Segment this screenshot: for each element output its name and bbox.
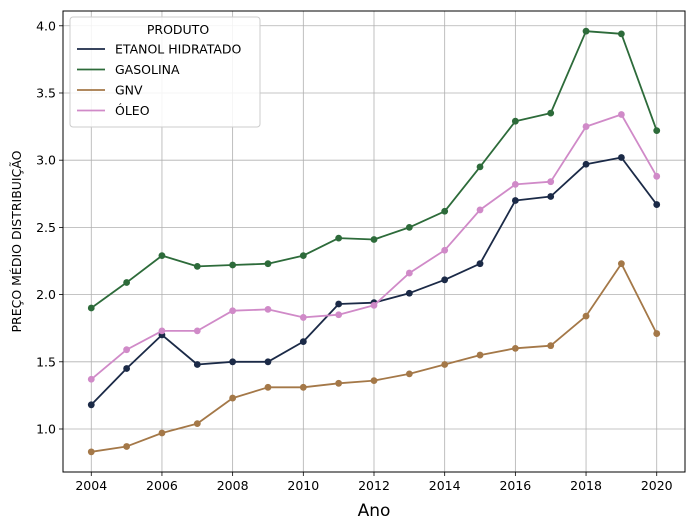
data-point — [87, 304, 95, 312]
x-tick-label: 2014 — [429, 478, 461, 493]
data-point — [335, 300, 343, 308]
data-point — [582, 27, 590, 35]
data-point — [299, 338, 307, 346]
data-point — [582, 123, 590, 130]
data-point — [158, 429, 166, 437]
legend-label: ETANOL HIDRATADO — [115, 42, 242, 57]
data-point — [405, 269, 413, 277]
series-lines — [87, 27, 661, 456]
data-point — [264, 383, 272, 391]
data-point — [158, 252, 166, 260]
legend-label: ÓLEO — [115, 103, 150, 118]
data-point — [335, 234, 343, 242]
data-point — [476, 260, 484, 268]
data-point — [547, 342, 555, 350]
y-tick-label: 4.0 — [36, 18, 56, 33]
data-point — [441, 246, 449, 254]
data-point — [264, 260, 272, 268]
x-tick-label: 2018 — [570, 478, 602, 493]
x-tick-label: 2010 — [287, 478, 319, 493]
data-point — [229, 358, 237, 366]
data-point — [299, 252, 307, 260]
x-tick-label: 2006 — [146, 478, 178, 493]
data-point — [370, 301, 378, 309]
data-point — [441, 207, 449, 215]
data-point — [229, 307, 237, 315]
data-point — [653, 330, 661, 337]
data-point — [653, 201, 661, 208]
legend-items: ETANOL HIDRATADO GASOLINA GNV ÓLEO — [77, 42, 242, 118]
x-tick-label: 2012 — [358, 478, 390, 493]
data-point — [264, 358, 272, 366]
data-point — [582, 160, 590, 168]
data-point — [87, 375, 95, 383]
data-point — [299, 314, 307, 321]
data-point — [547, 178, 555, 186]
data-point — [511, 344, 519, 352]
y-tick-label: 1.5 — [36, 354, 56, 369]
y-tick-label: 1.0 — [36, 421, 56, 436]
data-point — [511, 117, 519, 125]
data-point — [123, 443, 131, 450]
legend-box — [69, 16, 261, 128]
y-tick-label: 2.0 — [36, 287, 56, 302]
data-point — [617, 111, 625, 118]
data-point — [547, 109, 555, 117]
x-tick-label: 2020 — [641, 478, 673, 493]
data-point — [617, 30, 625, 38]
legend-label: GNV — [115, 83, 143, 98]
axis-ticks: 2004 2006 2008 2010 2012 2014 2016 2018 2020 1.0 1… — [36, 18, 673, 493]
data-point — [547, 193, 555, 200]
data-point — [511, 180, 519, 188]
data-point — [335, 379, 343, 387]
legend-label: GASOLINA — [115, 62, 180, 77]
x-tick-label: 2008 — [217, 478, 249, 493]
data-point — [87, 401, 95, 409]
data-point — [441, 361, 449, 368]
y-tick-label: 3.0 — [36, 153, 56, 168]
x-tick-label: 2016 — [499, 478, 531, 493]
data-point — [476, 206, 484, 214]
y-tick-label: 2.5 — [36, 220, 56, 235]
data-point — [476, 163, 484, 171]
legend: PRODUTO ETANOL HIDRATADO GASOLINA GNV ÓLEO — [69, 16, 261, 128]
data-point — [370, 236, 378, 243]
data-point — [229, 394, 237, 402]
data-point — [193, 327, 201, 335]
data-point — [582, 312, 590, 320]
data-point — [511, 197, 519, 204]
legend-title: PRODUTO — [147, 22, 209, 37]
data-point — [229, 261, 237, 269]
data-point — [193, 262, 201, 270]
data-point — [123, 279, 131, 286]
data-point — [264, 305, 272, 313]
data-point — [299, 383, 307, 391]
x-tick-label: 2004 — [75, 478, 107, 493]
data-point — [123, 346, 131, 354]
data-point — [441, 276, 449, 284]
data-point — [405, 370, 413, 378]
data-point — [653, 127, 661, 135]
data-point — [476, 351, 484, 359]
y-tick-label: 3.5 — [36, 85, 56, 100]
data-point — [193, 361, 201, 368]
data-point — [617, 154, 625, 161]
data-point — [87, 448, 95, 456]
data-point — [405, 223, 413, 231]
data-point — [405, 289, 413, 297]
y-axis-label: PREÇO MÉDIO DISTRIBUIÇÃO — [9, 150, 24, 332]
data-point — [653, 172, 661, 180]
data-point — [617, 260, 625, 268]
x-axis-label: Ano — [358, 501, 391, 521]
data-point — [123, 365, 131, 372]
data-point — [158, 327, 166, 335]
data-point — [370, 377, 378, 385]
data-point — [193, 420, 201, 428]
data-point — [335, 311, 343, 319]
